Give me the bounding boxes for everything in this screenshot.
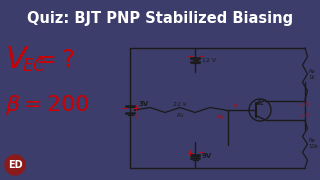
Text: −: −: [186, 52, 193, 61]
Circle shape: [5, 155, 25, 175]
Text: $I_B$: $I_B$: [233, 101, 239, 110]
Text: $\mathit{EC}$: $\mathit{EC}$: [22, 57, 46, 75]
Text: $\downarrow I_E$: $\downarrow I_E$: [297, 100, 311, 109]
Text: 9V: 9V: [202, 154, 212, 159]
Text: −: −: [121, 104, 127, 113]
Text: $I_{R_B}$: $I_{R_B}$: [218, 112, 226, 122]
Text: $R_2$: $R_2$: [176, 111, 184, 120]
Text: $\mathit{V}$: $\mathit{V}$: [5, 46, 30, 75]
Text: 22 k: 22 k: [173, 102, 187, 107]
Text: Re
1k: Re 1k: [308, 69, 316, 80]
Text: 3V: 3V: [139, 101, 149, 107]
Text: $\downarrow I_C$: $\downarrow I_C$: [297, 111, 311, 120]
Text: −: −: [197, 148, 204, 158]
Text: $= ?$: $= ?$: [31, 48, 75, 72]
Text: 12 V: 12 V: [202, 57, 216, 62]
Text: +: +: [186, 148, 193, 158]
Text: +: +: [197, 52, 204, 61]
Text: Quiz: BJT PNP Stabilized Biasing: Quiz: BJT PNP Stabilized Biasing: [27, 10, 293, 26]
Text: $\beta = 200$: $\beta = 200$: [5, 93, 90, 117]
Text: ED: ED: [8, 160, 22, 170]
Text: +: +: [132, 104, 140, 113]
Text: I: I: [134, 114, 137, 120]
Text: Re
10k: Re 10k: [308, 138, 319, 149]
